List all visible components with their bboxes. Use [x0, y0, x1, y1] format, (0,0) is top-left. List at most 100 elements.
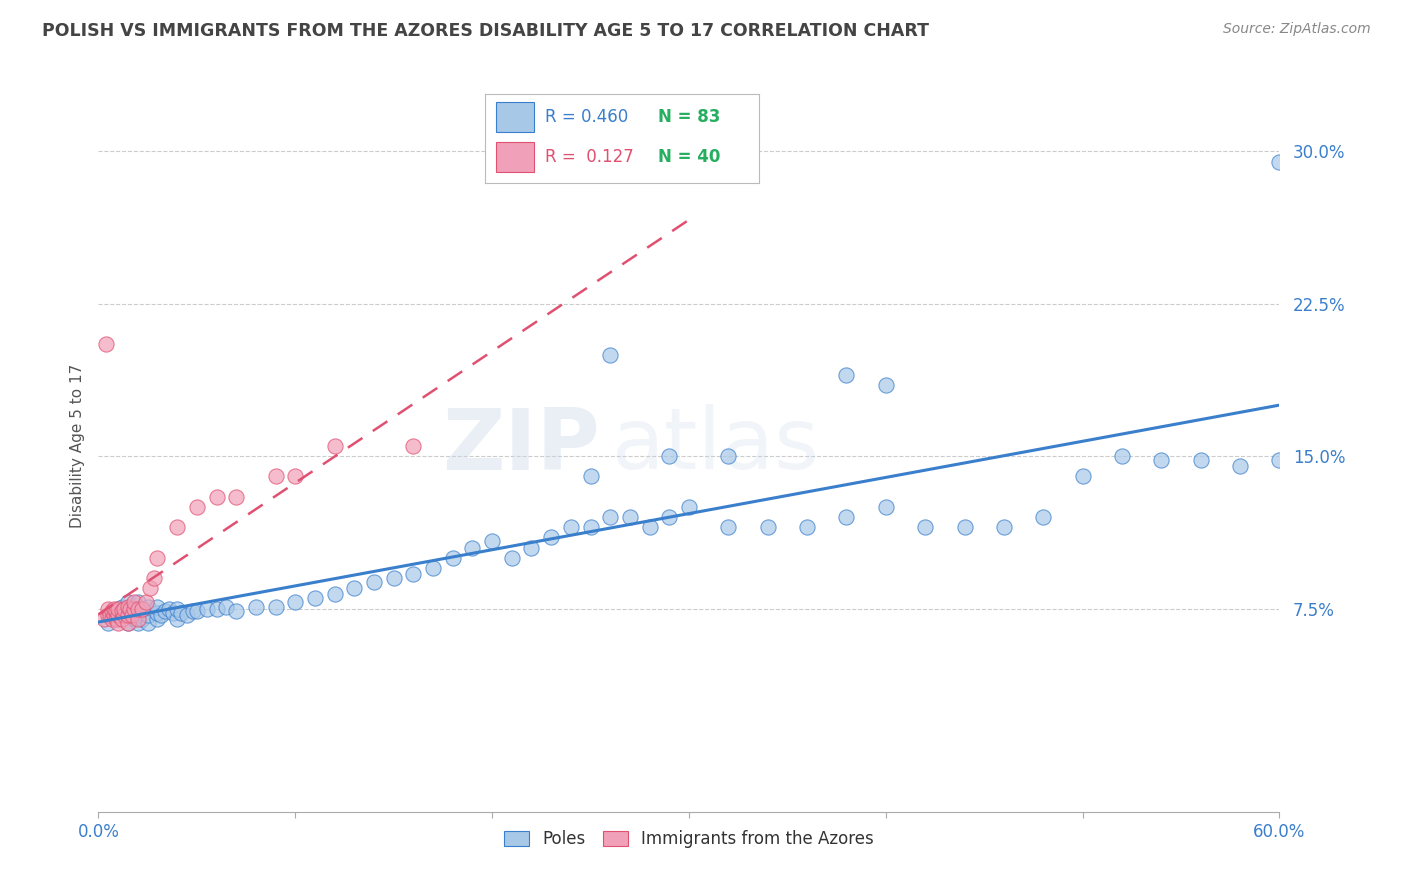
Point — [501, 550, 523, 565]
Point — [117, 615, 139, 630]
Point — [93, 612, 115, 626]
Point — [540, 530, 562, 544]
Point — [993, 520, 1015, 534]
Point — [1111, 449, 1133, 463]
FancyBboxPatch shape — [496, 142, 534, 172]
Point — [481, 534, 503, 549]
Point — [835, 368, 858, 382]
Point — [658, 449, 681, 463]
Point — [1032, 510, 1054, 524]
Text: N = 83: N = 83 — [658, 108, 720, 126]
Point — [97, 607, 120, 622]
Point — [914, 520, 936, 534]
Point — [111, 604, 134, 618]
Point — [135, 595, 157, 609]
Point — [215, 599, 238, 614]
Point — [111, 612, 134, 626]
Point — [284, 469, 307, 483]
Point — [166, 520, 188, 534]
Point — [225, 490, 247, 504]
Point — [107, 607, 129, 622]
Point — [264, 469, 287, 483]
Point — [97, 615, 120, 630]
Point — [122, 604, 145, 618]
Point — [118, 601, 141, 615]
Point — [875, 378, 897, 392]
Point — [112, 607, 135, 622]
Point — [157, 601, 180, 615]
Point — [146, 606, 169, 620]
Point — [186, 500, 208, 514]
Point — [796, 520, 818, 534]
Point — [245, 599, 267, 614]
Point — [121, 607, 143, 622]
Point — [117, 601, 139, 615]
Point — [122, 595, 145, 609]
Point — [186, 604, 208, 618]
Point — [103, 607, 125, 622]
Point — [112, 601, 135, 615]
Point — [166, 612, 188, 626]
Point — [560, 520, 582, 534]
Point — [111, 599, 134, 614]
Point — [111, 607, 134, 622]
Point — [579, 469, 602, 483]
Point — [717, 449, 740, 463]
Text: ZIP: ZIP — [443, 404, 600, 488]
Point — [107, 601, 129, 615]
Point — [127, 595, 149, 609]
Point — [117, 607, 139, 622]
Point — [1229, 459, 1251, 474]
Point — [1071, 469, 1094, 483]
Point — [323, 587, 346, 601]
Point — [127, 601, 149, 615]
Point — [422, 561, 444, 575]
Point — [678, 500, 700, 514]
Point — [105, 604, 128, 618]
Point — [176, 607, 198, 622]
Point — [107, 601, 129, 615]
Point — [97, 601, 120, 615]
Point — [284, 595, 307, 609]
Point — [343, 581, 366, 595]
Point — [117, 599, 139, 614]
Point — [264, 599, 287, 614]
Point — [136, 599, 159, 614]
Point — [122, 601, 145, 615]
Point — [117, 615, 139, 630]
Point — [146, 550, 169, 565]
Point — [441, 550, 464, 565]
Point — [658, 510, 681, 524]
Point — [101, 604, 124, 618]
Text: N = 40: N = 40 — [658, 148, 720, 166]
Point — [953, 520, 976, 534]
Point — [599, 348, 621, 362]
Text: atlas: atlas — [612, 404, 820, 488]
Y-axis label: Disability Age 5 to 17: Disability Age 5 to 17 — [69, 364, 84, 528]
Point — [146, 612, 169, 626]
Legend: Poles, Immigrants from the Azores: Poles, Immigrants from the Azores — [498, 823, 880, 855]
Point — [103, 601, 125, 615]
Point — [638, 520, 661, 534]
Point — [162, 606, 184, 620]
Point — [127, 612, 149, 626]
Point — [875, 500, 897, 514]
Point — [756, 520, 779, 534]
Point — [131, 601, 153, 615]
Point — [138, 581, 160, 595]
Text: R = 0.460: R = 0.460 — [546, 108, 628, 126]
Point — [835, 510, 858, 524]
Point — [127, 601, 149, 615]
Point — [225, 604, 247, 618]
Point — [166, 601, 188, 615]
Point — [619, 510, 641, 524]
Point — [195, 601, 218, 615]
Point — [105, 612, 128, 626]
Point — [323, 439, 346, 453]
Point — [117, 607, 139, 622]
Point — [117, 595, 139, 609]
Point — [131, 612, 153, 626]
Point — [150, 607, 173, 622]
Point — [142, 571, 165, 585]
Point — [304, 591, 326, 606]
